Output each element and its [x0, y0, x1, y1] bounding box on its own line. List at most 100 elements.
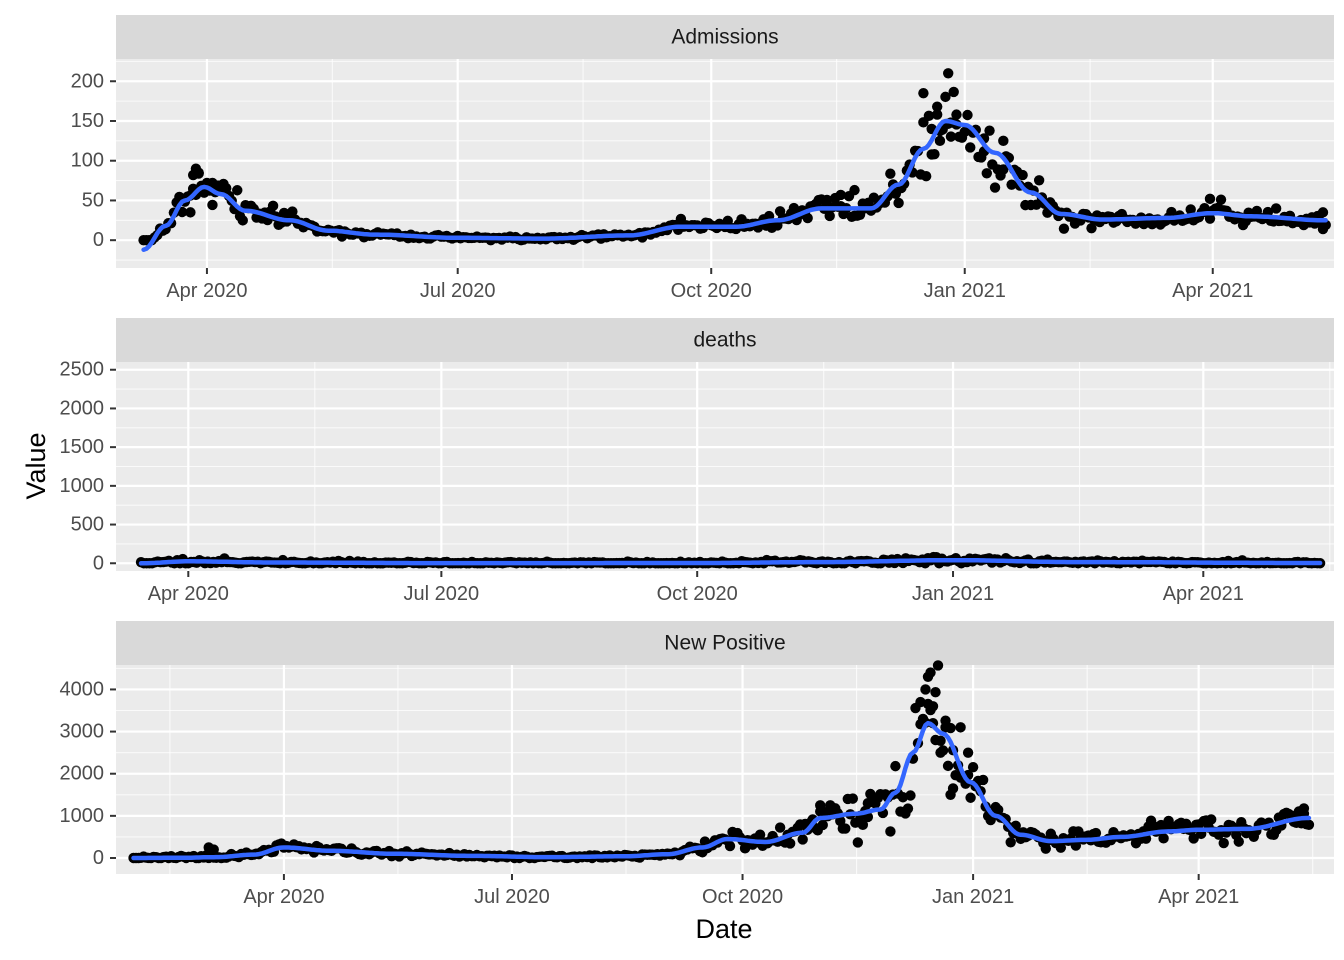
- data-point: [885, 826, 896, 837]
- x-tick-label: Apr 2021: [1163, 583, 1244, 605]
- y-tick-label: 50: [82, 189, 104, 211]
- data-point: [817, 819, 828, 831]
- data-point: [1205, 814, 1217, 825]
- data-point: [1055, 842, 1067, 853]
- data-point: [1070, 840, 1082, 851]
- data-point: [998, 164, 1009, 175]
- data-point: [931, 101, 943, 112]
- data-point: [989, 182, 1001, 193]
- data-point: [1158, 833, 1169, 844]
- data-point: [962, 747, 974, 758]
- deaths-smooth-line: [138, 557, 1323, 566]
- data-point: [754, 829, 766, 840]
- x-axis-title: Date: [695, 914, 752, 944]
- data-point: [965, 142, 976, 153]
- panel-admissions: Admissions Apr 2020 Jul 2020 Oct 2020 Jan 2…: [71, 15, 1334, 302]
- data-point: [935, 747, 946, 758]
- data-point: [977, 774, 989, 786]
- x-tick-label: Apr 2020: [243, 886, 324, 908]
- strip-title-admissions: Admissions: [671, 26, 778, 49]
- data-point: [774, 822, 786, 833]
- data-point: [772, 220, 783, 231]
- y-tick-label: 2000: [60, 763, 105, 785]
- data-point: [821, 194, 833, 206]
- data-point: [857, 819, 869, 831]
- data-point: [998, 135, 1009, 147]
- data-point: [893, 197, 904, 209]
- data-point: [917, 713, 929, 725]
- data-point: [920, 171, 932, 182]
- data-point: [1090, 827, 1102, 839]
- data-point: [940, 722, 951, 733]
- x-tick-label: Apr 2020: [166, 280, 247, 302]
- data-point: [824, 210, 835, 222]
- y-tick-label: 200: [71, 70, 104, 92]
- data-point: [1317, 207, 1329, 218]
- data-point: [955, 722, 966, 733]
- data-point: [1204, 193, 1216, 205]
- data-point: [981, 168, 992, 179]
- data-point: [959, 126, 970, 138]
- data-point: [984, 125, 995, 136]
- data-point: [237, 215, 248, 226]
- data-point: [267, 200, 279, 212]
- data-point: [925, 667, 936, 678]
- data-point: [930, 686, 941, 698]
- data-point: [287, 206, 298, 217]
- data-point: [947, 783, 959, 794]
- data-point: [724, 840, 736, 852]
- data-point: [849, 184, 860, 196]
- data-point: [1031, 199, 1042, 210]
- x-tick-label: Jul 2020: [420, 280, 496, 302]
- new-positive-smooth-line: [131, 720, 1312, 861]
- data-point: [934, 135, 946, 147]
- y-tick-label: 0: [93, 229, 104, 251]
- x-tick-label: Jan 2021: [924, 280, 1006, 302]
- data-point: [1188, 833, 1199, 844]
- x-tick-label: Jan 2021: [932, 886, 1014, 908]
- data-point: [967, 761, 979, 773]
- y-tick-label: 0: [93, 847, 104, 869]
- y-tick-label: 100: [71, 150, 104, 172]
- data-point: [927, 701, 939, 712]
- y-tick-label: 2500: [60, 359, 105, 381]
- y-tick-label: 150: [71, 110, 104, 132]
- data-point: [931, 109, 943, 120]
- data-point: [1303, 819, 1315, 830]
- data-point: [1233, 836, 1244, 847]
- data-point: [930, 734, 941, 746]
- y-tick-label: 2000: [60, 397, 105, 419]
- data-point: [1218, 837, 1229, 849]
- data-point: [951, 109, 962, 120]
- y-tick-label: 0: [93, 552, 104, 574]
- data-point: [835, 189, 846, 201]
- data-point: [1006, 179, 1017, 190]
- data-point: [797, 834, 808, 845]
- panel-deaths: deaths Apr 2020 Jul 2020 Oct 2020 Jan 2021 A…: [60, 318, 1334, 605]
- data-point: [1040, 843, 1051, 854]
- x-tick-label: Jan 2021: [912, 583, 994, 605]
- panel-new-positive: New Positive Apr 2020 Jul 2020 Oct 2020 Jan…: [60, 621, 1334, 908]
- data-point: [905, 790, 916, 801]
- strip-deaths: [116, 318, 1334, 362]
- data-point: [918, 87, 929, 99]
- x-tick-label: Apr 2020: [148, 583, 229, 605]
- data-point: [929, 149, 940, 160]
- admissions-smooth-line: [141, 118, 1328, 252]
- data-point: [902, 803, 914, 814]
- data-point: [965, 792, 976, 803]
- data-point: [920, 684, 931, 695]
- y-tick-label: 1500: [60, 436, 105, 458]
- data-point: [862, 798, 874, 809]
- x-tick-label: Oct 2020: [671, 280, 752, 302]
- data-point: [1215, 194, 1227, 205]
- data-point: [1204, 213, 1216, 224]
- data-point: [945, 131, 957, 142]
- data-point: [940, 91, 951, 103]
- data-point: [942, 760, 954, 772]
- x-tick-label: Oct 2020: [702, 886, 783, 908]
- data-point: [1086, 222, 1097, 234]
- plot-area-admissions: [116, 59, 1334, 268]
- strip-new-positive: [116, 621, 1334, 665]
- data-point: [932, 660, 944, 671]
